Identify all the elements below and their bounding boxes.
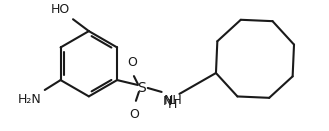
Text: NH: NH: [164, 94, 182, 107]
Text: O: O: [129, 108, 139, 121]
Text: N: N: [163, 95, 172, 108]
Text: HO: HO: [51, 3, 70, 16]
Text: H₂N: H₂N: [18, 93, 42, 106]
Text: O: O: [127, 56, 137, 69]
Text: H: H: [167, 98, 177, 111]
Text: S: S: [138, 81, 146, 95]
